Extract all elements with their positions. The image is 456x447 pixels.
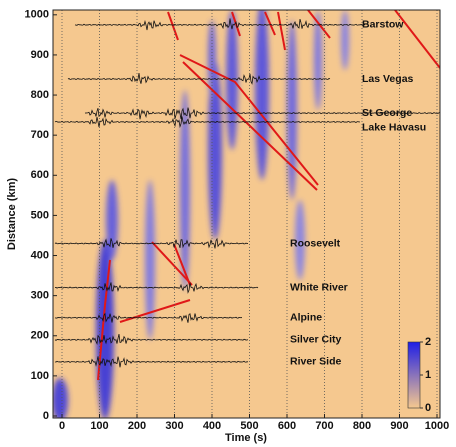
y-tick-label: 700 bbox=[31, 129, 49, 141]
x-tick-label: 1000 bbox=[425, 420, 449, 432]
x-tick-label: 100 bbox=[90, 420, 108, 432]
station-trace bbox=[54, 282, 259, 294]
station-label: Alpine bbox=[290, 311, 322, 323]
station-label: Roosevelt bbox=[290, 237, 341, 249]
phase-picks bbox=[97, 10, 440, 381]
y-axis-label: Distance (km) bbox=[6, 178, 18, 250]
station-trace bbox=[54, 334, 249, 346]
station-trace bbox=[67, 73, 331, 85]
y-tick-label: 600 bbox=[31, 169, 49, 181]
x-tick-label: 700 bbox=[315, 420, 333, 432]
x-tick-label: 600 bbox=[278, 420, 296, 432]
station-label: River Side bbox=[290, 356, 342, 368]
y-tick-label: 1000 bbox=[25, 9, 49, 21]
colorbar-tick-label: 1 bbox=[425, 369, 431, 381]
station-trace bbox=[54, 312, 243, 323]
x-tick-label: 900 bbox=[390, 420, 408, 432]
plot-frame bbox=[52, 9, 441, 419]
y-tick-label: 900 bbox=[31, 49, 49, 61]
colorbar-tick-label: 0 bbox=[425, 402, 431, 414]
y-tick-label: 200 bbox=[31, 330, 49, 342]
station-trace bbox=[54, 356, 249, 368]
y-tick-label: 0 bbox=[43, 410, 49, 422]
x-axis-label: Time (s) bbox=[225, 432, 267, 444]
station-trace bbox=[54, 237, 249, 249]
y-tick-label: 500 bbox=[31, 209, 49, 221]
station-label: Lake Havasu bbox=[362, 122, 426, 134]
x-tick-label: 500 bbox=[240, 420, 258, 432]
colorbar-tick-label: 2 bbox=[425, 336, 431, 348]
station-trace bbox=[54, 116, 361, 129]
station-trace bbox=[84, 107, 441, 120]
energy-field bbox=[53, 10, 349, 418]
station-label: St George bbox=[362, 107, 412, 119]
colorbar bbox=[407, 341, 421, 409]
y-tick-label: 400 bbox=[31, 249, 49, 261]
station-label: Barstow bbox=[362, 19, 404, 31]
x-tick-label: 400 bbox=[203, 420, 221, 432]
station-trace bbox=[74, 18, 366, 31]
y-tick-label: 800 bbox=[31, 89, 49, 101]
station-label: Silver City bbox=[290, 334, 342, 346]
x-tick-label: 200 bbox=[128, 420, 146, 432]
y-tick-label: 300 bbox=[31, 290, 49, 302]
station-label: Las Vegas bbox=[362, 73, 414, 85]
station-label: White River bbox=[290, 281, 348, 293]
x-tick-label: 300 bbox=[165, 420, 183, 432]
y-tick-label: 100 bbox=[31, 370, 49, 382]
x-tick-label: 0 bbox=[59, 420, 65, 432]
x-tick-label: 800 bbox=[353, 420, 371, 432]
